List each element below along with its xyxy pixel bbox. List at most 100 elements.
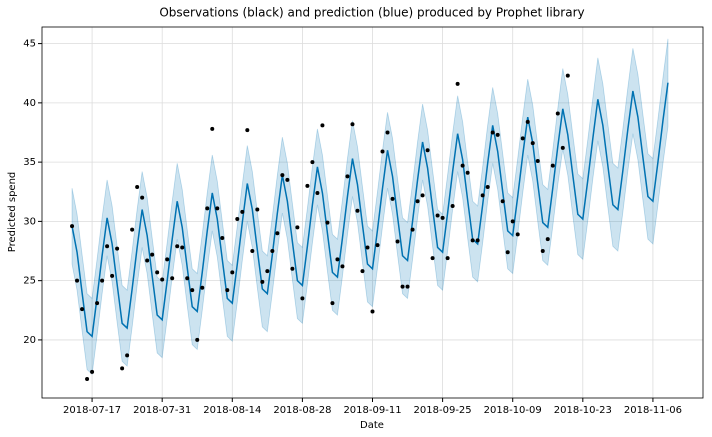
observation (450, 203, 455, 208)
observation (540, 249, 545, 254)
observation (130, 227, 135, 232)
x-tick-label: 2018-09-11 (343, 405, 401, 416)
observation (500, 199, 505, 204)
observation (80, 307, 85, 312)
observation (565, 73, 570, 78)
observation (425, 148, 430, 153)
observation (230, 270, 235, 275)
observation (330, 301, 335, 306)
x-tick-label: 2018-07-31 (133, 405, 191, 416)
observation (415, 199, 420, 204)
observation (410, 227, 415, 232)
observation (505, 250, 510, 255)
observation (495, 132, 500, 137)
x-axis-label: Date (360, 420, 384, 431)
observation (550, 163, 555, 168)
observation (290, 266, 295, 271)
observation (350, 122, 355, 127)
observation (400, 284, 405, 289)
observation (260, 279, 265, 284)
observation (405, 284, 410, 289)
observation (250, 249, 255, 254)
y-tick-label: 30 (23, 216, 36, 227)
y-tick-label: 35 (23, 157, 36, 168)
plot-frame (41, 26, 704, 399)
observation (380, 149, 385, 154)
y-tick-label: 25 (23, 276, 36, 287)
observation (455, 81, 460, 86)
observation (545, 237, 550, 242)
observation (100, 278, 105, 283)
observation (150, 252, 155, 257)
observation (165, 257, 170, 262)
observation (460, 163, 465, 168)
observation (175, 244, 180, 249)
prediction-line (71, 82, 669, 338)
observation (535, 158, 540, 163)
observation (320, 123, 325, 128)
observation (375, 243, 380, 248)
observation (480, 193, 485, 198)
observation (125, 353, 130, 358)
observation (445, 256, 450, 261)
x-tick-label: 2018-08-14 (203, 405, 261, 416)
observation (265, 269, 270, 274)
observation (305, 183, 310, 188)
observation (490, 130, 495, 135)
observation (160, 277, 165, 282)
observation (220, 235, 225, 240)
observation (225, 288, 230, 293)
observation (365, 245, 370, 250)
observation (105, 244, 110, 249)
observation (395, 239, 400, 244)
observation (390, 196, 395, 201)
x-tick-label: 2018-11-06 (624, 405, 682, 416)
observation (120, 366, 125, 371)
x-tick-label: 2018-08-28 (273, 405, 331, 416)
observation (235, 217, 240, 222)
observation (345, 174, 350, 179)
observation (135, 185, 140, 190)
observation (555, 111, 560, 116)
observation (270, 249, 275, 254)
observation (205, 206, 210, 211)
y-tick-label: 45 (23, 39, 36, 50)
observation (285, 177, 290, 182)
observation (360, 269, 365, 274)
x-tick-label: 2018-10-23 (554, 405, 612, 416)
observation (370, 309, 375, 314)
observation (510, 219, 515, 224)
observation (215, 206, 220, 211)
observation (435, 213, 440, 218)
observation (430, 256, 435, 261)
y-tick-label: 40 (23, 98, 36, 109)
observation (525, 119, 530, 124)
observation (310, 160, 315, 165)
x-tick-label: 2018-09-25 (414, 405, 472, 416)
observation (475, 238, 480, 243)
y-axis-label: Predicted spend (7, 172, 18, 253)
observation (140, 195, 145, 200)
observation (170, 276, 175, 281)
observation (145, 258, 150, 263)
observation (190, 288, 195, 293)
observation (440, 215, 445, 220)
observation (180, 245, 185, 250)
observation (325, 220, 330, 225)
observation (75, 278, 80, 283)
observation (95, 301, 100, 306)
observation (280, 173, 285, 178)
observation (515, 232, 520, 237)
observation (85, 377, 90, 382)
observation (355, 208, 360, 213)
observation (300, 296, 305, 301)
observation (70, 224, 75, 229)
observation (195, 337, 200, 342)
observation (315, 190, 320, 195)
observation (560, 145, 565, 150)
observation (295, 225, 300, 230)
observation (90, 369, 95, 374)
observation (185, 276, 190, 281)
y-tick-label: 20 (23, 335, 36, 346)
observation (155, 270, 160, 275)
